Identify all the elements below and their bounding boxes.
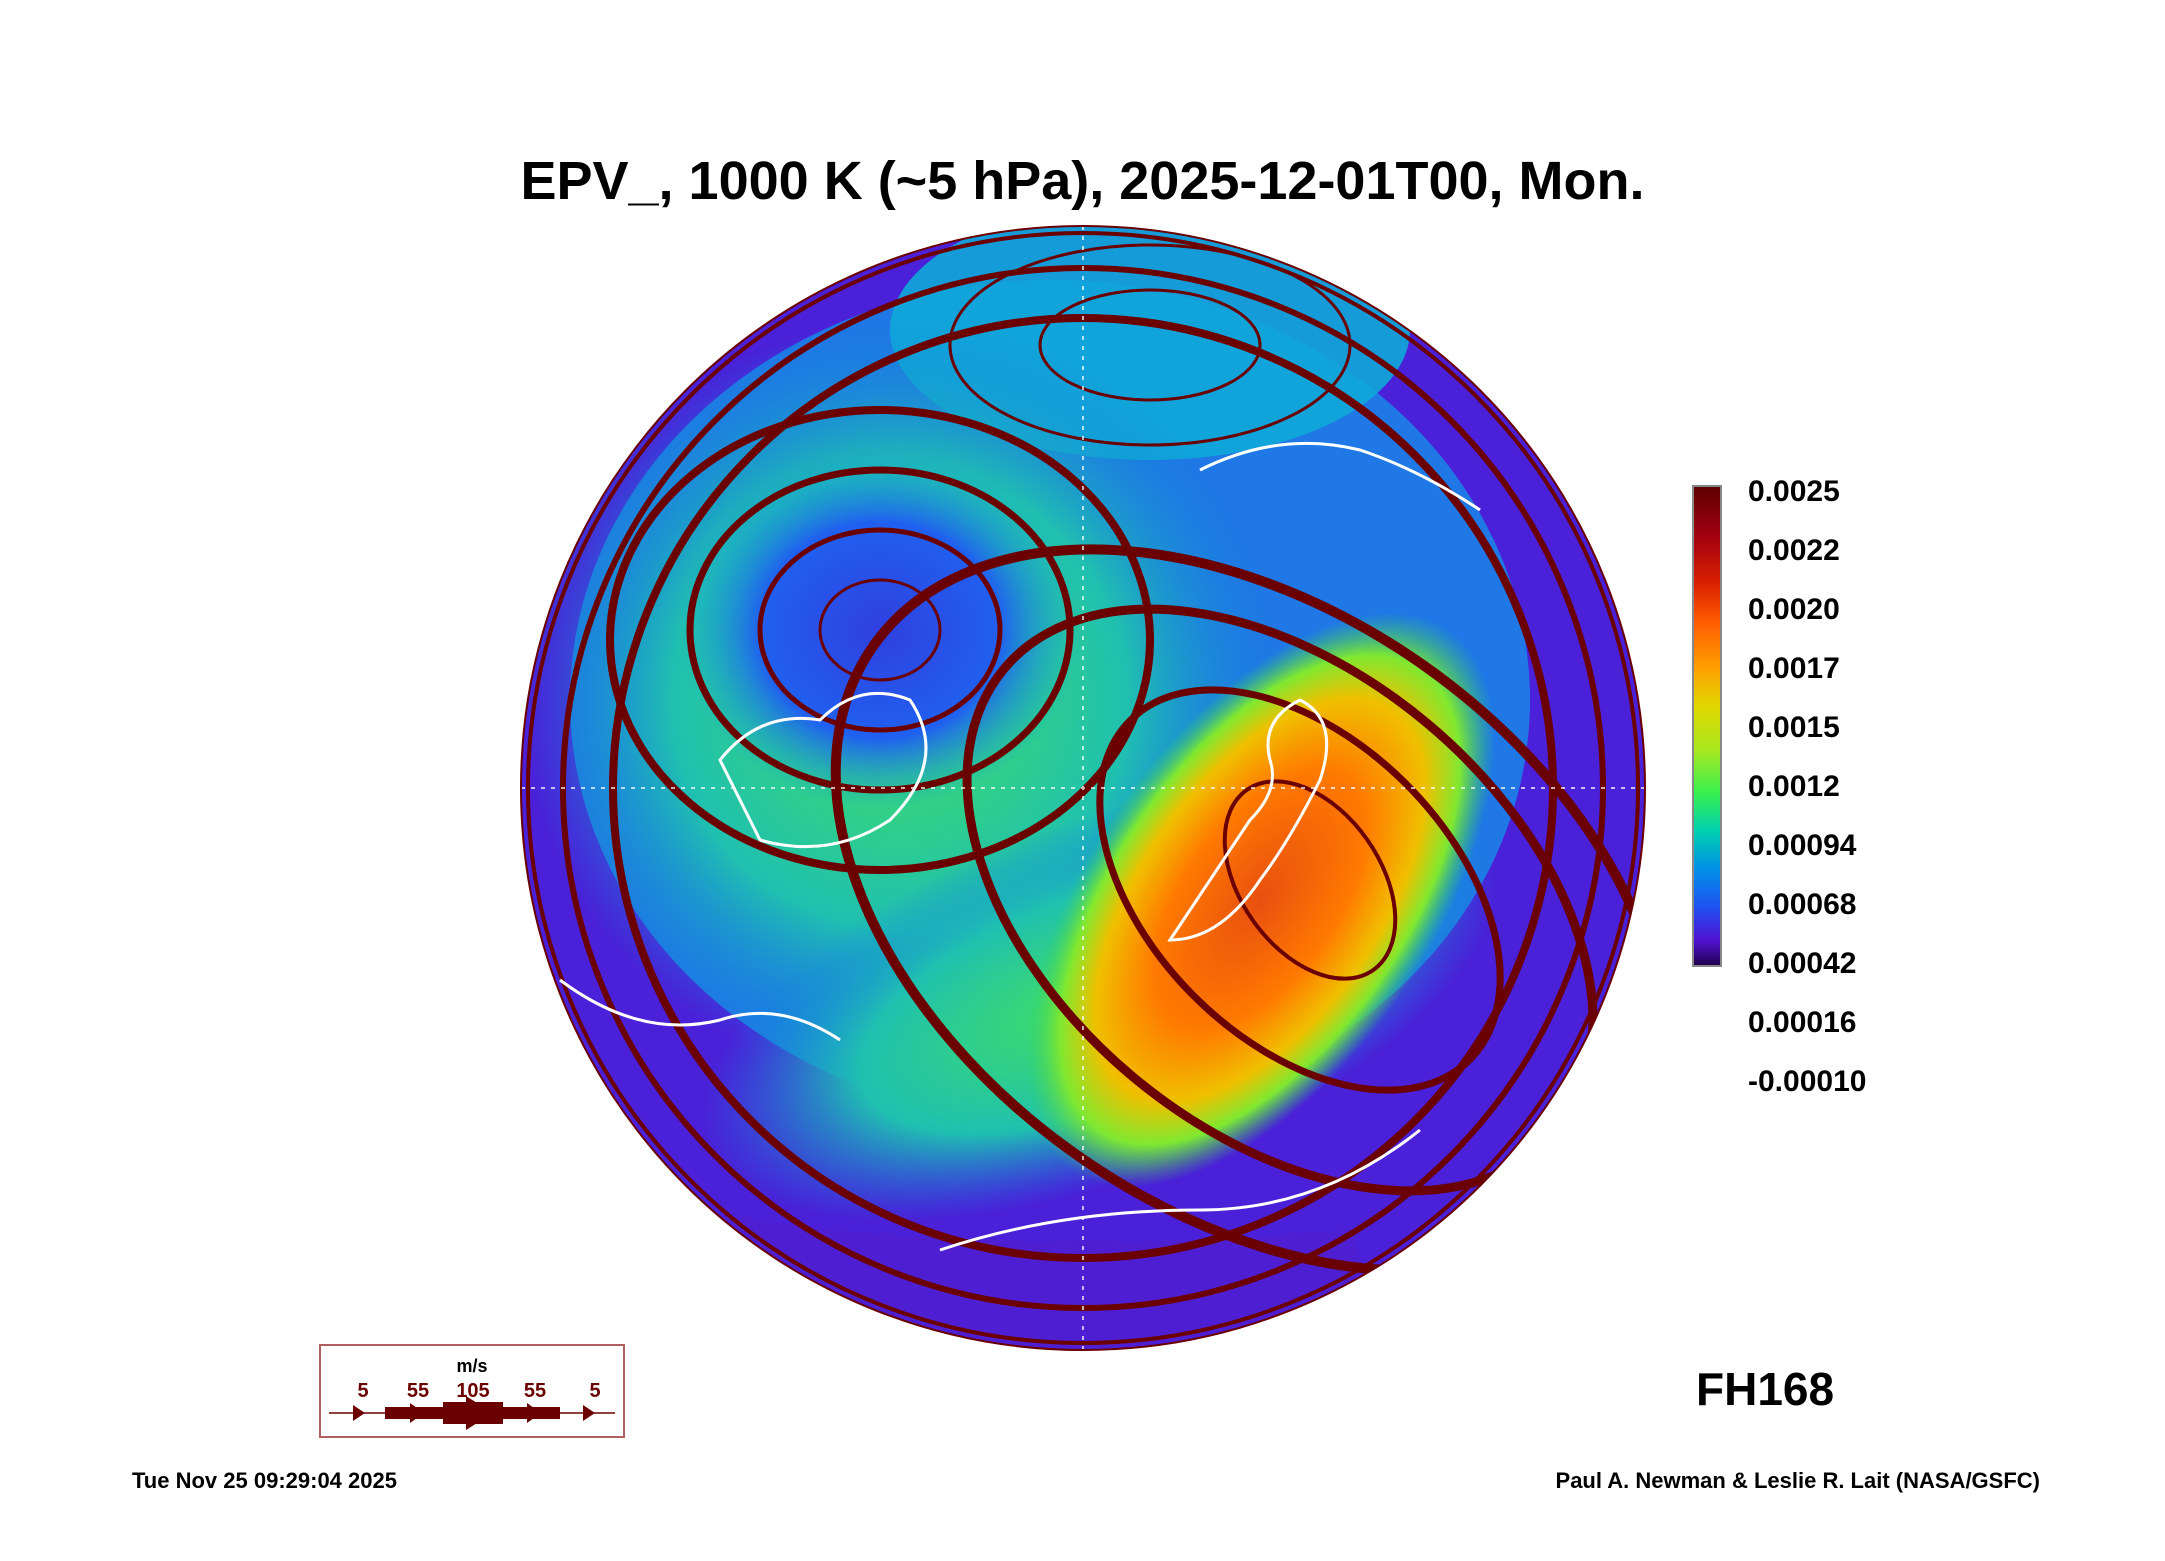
forecast-hour: FH168 [1696, 1363, 1835, 1415]
colorbar-label: 0.0012 [1748, 770, 1840, 803]
legend-value: 55 [523, 1380, 547, 1402]
colorbar-label: 0.0025 [1748, 475, 1840, 508]
legend-value: 105 [456, 1380, 490, 1402]
colorbar-label: -0.00010 [1748, 1065, 1867, 1098]
colorbar-label: 0.0022 [1748, 534, 1840, 567]
colorbar-label: 0.00068 [1748, 888, 1857, 921]
colorbar-label: 0.0017 [1748, 652, 1840, 685]
plot-title: EPV_, 1000 K (~5 hPa), 2025-12-01T00, Mo… [520, 151, 1645, 211]
coastlines [559, 441, 1481, 1252]
legend-value: 5 [357, 1380, 369, 1402]
legend-arrow-icon [329, 1396, 615, 1430]
colorbar-label: 0.00016 [1748, 1006, 1857, 1039]
colorbar-label: 0.0020 [1748, 593, 1840, 626]
wind-vector-legend: m/s 5 55 105 55 5 [319, 1344, 625, 1438]
legend-value: 5 [589, 1380, 601, 1402]
credit: Paul A. Newman & Leslie R. Lait (NASA/GS… [1555, 1468, 2040, 1493]
colorbar-label: 0.00094 [1748, 829, 1857, 862]
legend-unit: m/s [456, 1356, 488, 1376]
colorbar-label: 0.0015 [1748, 711, 1840, 744]
epv-field [521, 226, 1645, 1350]
legend-value: 55 [406, 1380, 430, 1402]
colorbar [1692, 485, 1722, 967]
colorbar-label: 0.00042 [1748, 947, 1857, 980]
timestamp: Tue Nov 25 09:29:04 2025 [132, 1468, 397, 1493]
